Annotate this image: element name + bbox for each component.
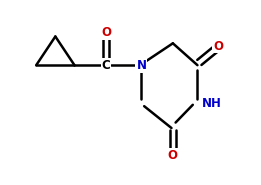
Text: O: O bbox=[101, 26, 111, 39]
Text: O: O bbox=[168, 149, 178, 162]
Text: C: C bbox=[102, 59, 110, 72]
Text: O: O bbox=[213, 40, 223, 53]
Text: NH: NH bbox=[202, 97, 222, 110]
Text: N: N bbox=[137, 59, 146, 72]
